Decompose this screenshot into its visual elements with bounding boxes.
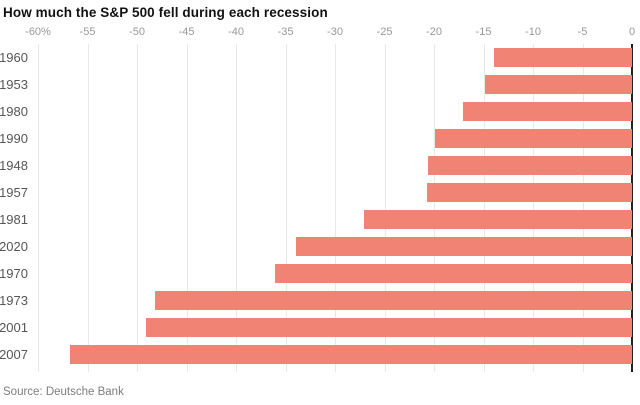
recession-bar-1973 [154,291,632,310]
x-tick-label: 0 [628,26,636,38]
chart-row: 1981 [0,206,632,233]
gridline [384,44,386,372]
year-label: 1980 [0,104,28,119]
x-axis: -60% -55 -50 -45 -40 -35 -30 -25 -20 -15 -10 -5 0 [25,26,636,40]
recession-bar-1957 [427,183,632,202]
chart-title: How much the S&P 500 fell during each re… [3,5,328,20]
year-label: 1970 [0,266,28,281]
chart-row: 1957 [0,179,632,206]
year-label: 2001 [0,320,28,335]
gridline [582,44,584,372]
x-tick-label: -10 [525,26,541,38]
year-label: 1953 [0,77,28,92]
chart-row: 1970 [0,260,632,287]
recession-bar-2001 [145,318,632,337]
recession-bar-1981 [363,210,632,229]
year-label: 1973 [0,293,28,308]
x-tick-label: -60% [25,26,51,38]
gridline [236,44,237,372]
source-label: Source: Deutsche Bank [3,386,124,398]
zero-axis-line [631,44,633,372]
year-label: 1990 [0,131,28,146]
recession-bar-1970 [274,264,632,283]
recession-bar-1953 [485,75,632,94]
x-tick-label: -50 [129,26,145,38]
recession-bar-1980 [462,102,632,121]
x-tick-label: -15 [475,26,492,38]
year-label: 1948 [0,158,28,173]
x-tick-label: -5 [577,26,588,38]
x-tick-label: -40 [228,26,244,38]
recession-bar-1960 [494,48,632,67]
gridline [335,44,336,372]
recession-bar-1948 [428,156,632,175]
recession-bar-1990 [435,129,632,148]
x-tick-label: -35 [277,26,294,38]
year-label: 1960 [0,50,28,65]
recession-bar-2007 [69,345,632,364]
recession-bar-2020 [296,237,632,256]
year-label: 1981 [0,212,28,227]
gridline [38,44,39,372]
chart-row: 2020 [0,233,632,260]
gridline [137,44,138,372]
gridline [87,44,89,372]
chart-row: 1953 [0,71,632,98]
x-tick-label: -55 [79,26,96,38]
x-tick-label: -25 [376,26,393,38]
gridline [533,44,534,372]
x-tick-label: -20 [426,26,442,38]
gridline [483,44,485,372]
gridline [186,44,188,372]
gridline [434,44,435,372]
chart-row: 1990 [0,125,632,152]
chart-row: 2001 [0,314,632,341]
year-label: 1957 [0,185,28,200]
x-tick-label: -30 [327,26,343,38]
year-label: 2020 [0,239,28,254]
chart-row: 2007 [0,341,632,368]
year-label: 2007 [0,347,28,362]
x-tick-label: -45 [178,26,195,38]
chart-row: 1973 [0,287,632,314]
gridline [285,44,287,372]
chart-row: 1960 [0,44,632,71]
chart-row: 1980 [0,98,632,125]
chart-row: 1948 [0,152,632,179]
plot-area: 1960 1953 1980 1990 1948 1957 1981 2020 1970 1973… [0,44,633,372]
